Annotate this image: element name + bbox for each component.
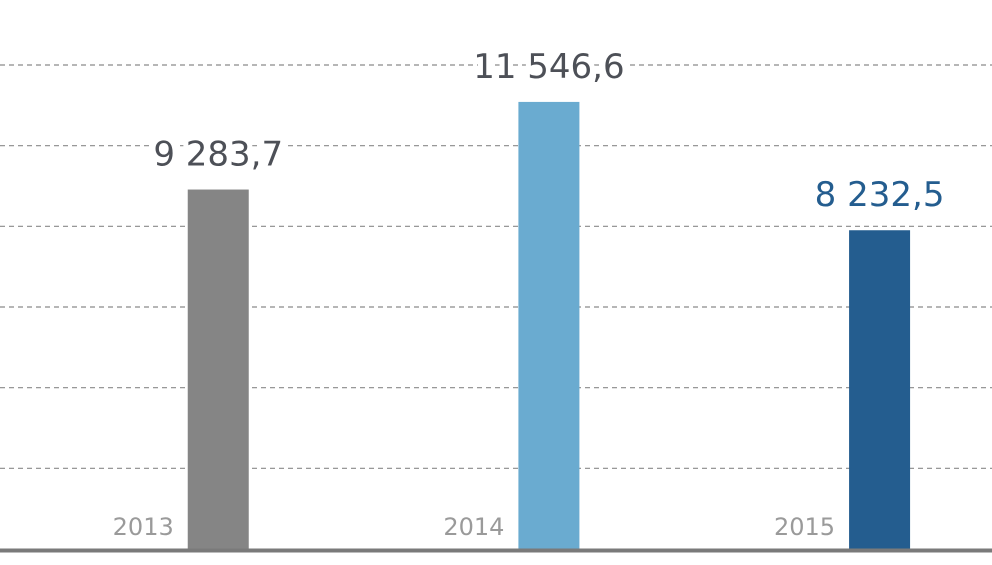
value-label-2013: 9 283,7: [153, 135, 283, 175]
category-labels: 2013 2014 2015: [113, 513, 835, 541]
category-label-2013: 2013: [113, 513, 174, 541]
value-label-2014: 11 546,6: [473, 47, 624, 87]
value-label-2015: 8 232,5: [815, 175, 945, 215]
category-label-2014: 2014: [443, 513, 504, 541]
category-label-2015: 2015: [774, 513, 835, 541]
bars: [187, 101, 911, 549]
bar-2015: [849, 230, 911, 549]
bar-2014: [518, 101, 580, 549]
gridlines: [0, 64, 992, 469]
bar-2013: [187, 189, 249, 549]
value-labels: 9 283,7 11 546,6 8 232,5: [148, 42, 949, 220]
